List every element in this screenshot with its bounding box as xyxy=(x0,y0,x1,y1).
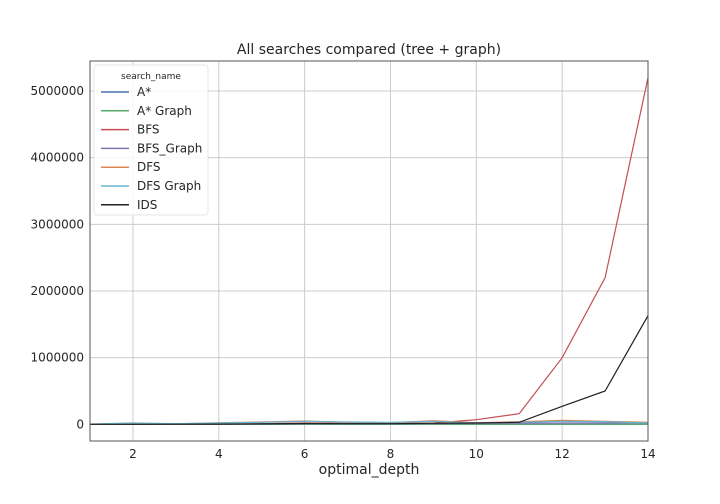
x-axis-ticks: 2 4 6 8 10 12 14 xyxy=(129,447,656,461)
x-tick-label: 8 xyxy=(387,447,395,461)
y-tick-label: 0 xyxy=(76,417,84,431)
x-tick-label: 6 xyxy=(301,447,309,461)
x-tick-label: 10 xyxy=(469,447,484,461)
series-line-ids xyxy=(90,315,649,425)
legend-label: BFS_Graph xyxy=(137,141,202,155)
legend-label: IDS xyxy=(137,198,157,212)
y-tick-label: 1000000 xyxy=(31,351,84,365)
y-tick-label: 3000000 xyxy=(31,217,84,231)
y-tick-label: 2000000 xyxy=(31,284,84,298)
x-axis-label: optimal_depth xyxy=(319,462,420,478)
plot-frame xyxy=(89,60,649,442)
x-tick-label: 4 xyxy=(215,447,223,461)
chart-title: All searches compared (tree + graph) xyxy=(237,42,501,58)
legend-label: DFS xyxy=(137,160,161,174)
y-tick-label: 4000000 xyxy=(31,151,84,165)
legend-entries: A* A* Graph BFS BFS_Graph DFS DFS Graph IDS xyxy=(101,85,202,212)
legend-label: DFS Graph xyxy=(137,179,201,193)
x-tick-label: 2 xyxy=(129,447,137,461)
x-tick-label: 12 xyxy=(555,447,570,461)
x-tick-label: 14 xyxy=(640,447,655,461)
legend-label: BFS xyxy=(137,123,160,137)
legend-box xyxy=(93,64,209,216)
legend-title: search_name xyxy=(121,72,181,82)
series-lines xyxy=(89,77,649,425)
legend-label: A* Graph xyxy=(137,104,192,118)
legend: search_name A* A* Graph BFS BFS_Graph DFS DFS… xyxy=(93,64,209,216)
y-axis-ticks: 0 1000000 2000000 3000000 4000000 5000000 xyxy=(31,84,84,431)
legend-label: A* xyxy=(137,85,151,99)
y-tick-label: 5000000 xyxy=(31,84,84,98)
